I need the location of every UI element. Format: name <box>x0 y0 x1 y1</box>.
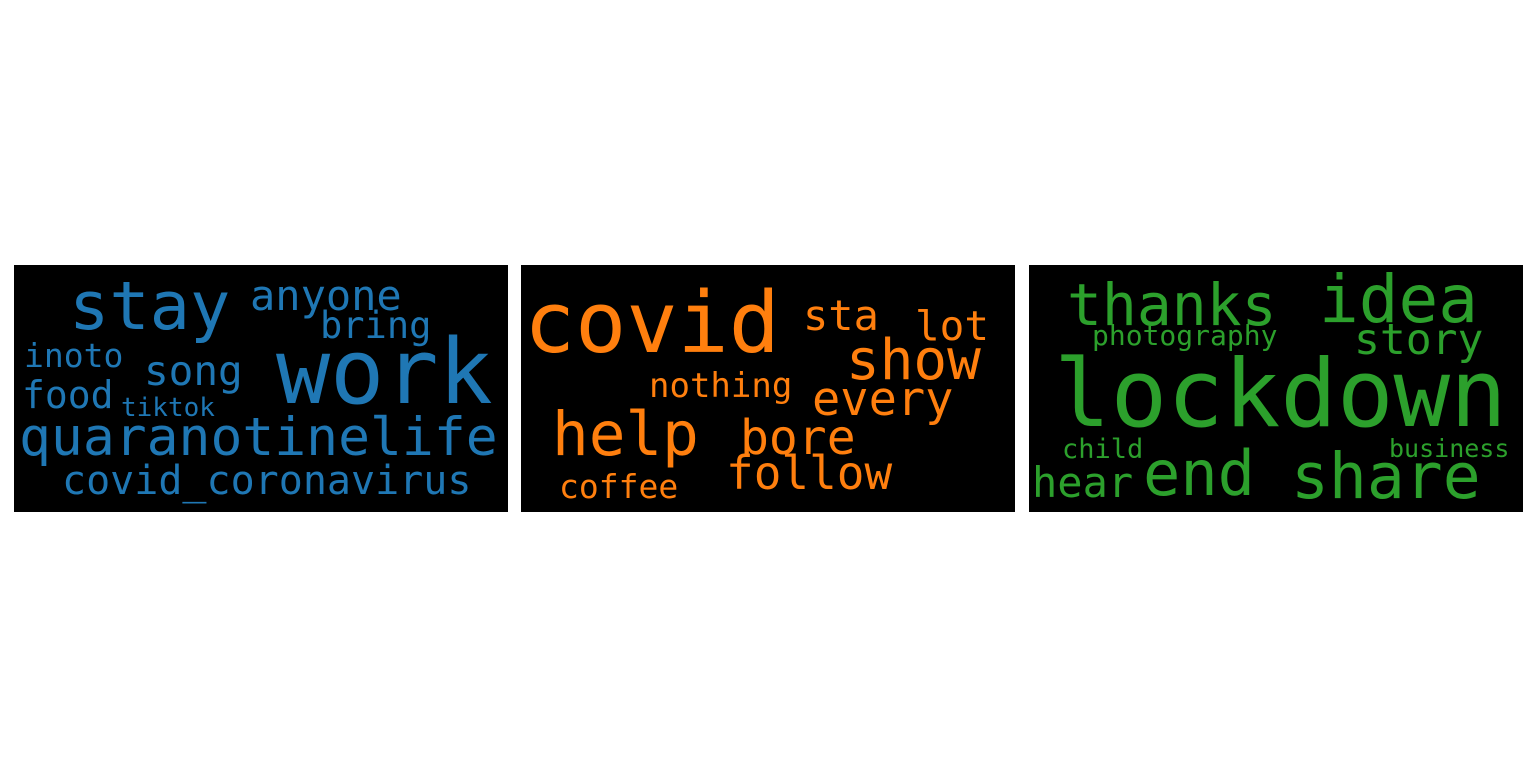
cloud-word: covid_coronavirus <box>62 458 472 504</box>
cloud-word: show <box>846 328 981 393</box>
cloud-word: coffee <box>559 467 679 506</box>
cloud-word: thanks <box>1067 271 1277 339</box>
cloud-word: bore <box>740 410 856 466</box>
cloud-word: story <box>1354 315 1484 365</box>
cloud-word: help <box>552 399 699 470</box>
cloud-word: hear <box>1032 458 1134 507</box>
cloud-word: quaranotinelife <box>19 407 498 468</box>
cloud-word: photography <box>1092 319 1278 352</box>
cloud-word: business <box>1389 434 1510 463</box>
cloud-word: follow <box>726 446 893 500</box>
cloud-word: food <box>22 373 114 417</box>
cloud-word: stay <box>69 267 231 345</box>
cloud-word: inoto <box>24 336 124 375</box>
cloud-word: lot <box>915 302 990 350</box>
cloud-word: nothing <box>649 366 793 406</box>
cloud-word: covid <box>524 274 780 373</box>
cloud-word: every <box>812 372 954 427</box>
cloud-word: anyone <box>250 271 402 320</box>
cloud-word: child <box>1062 434 1144 465</box>
word-cloud-green: thanks idea photography story lockdown c… <box>1029 265 1523 512</box>
cloud-word: end <box>1143 437 1255 510</box>
cloud-word: work <box>276 320 493 425</box>
cloud-word: bring <box>320 304 432 347</box>
cloud-word: song <box>144 347 243 395</box>
word-cloud-orange: covid sta lot show nothing every help bo… <box>521 265 1015 512</box>
cloud-word: tiktok <box>121 393 215 423</box>
cloud-word: sta <box>803 291 879 340</box>
cloud-word: lockdown <box>1054 340 1507 449</box>
cloud-word: share <box>1291 440 1481 512</box>
word-cloud-blue: stay anyone bring inoto song work food t… <box>14 265 508 512</box>
cloud-word: idea <box>1319 265 1478 338</box>
